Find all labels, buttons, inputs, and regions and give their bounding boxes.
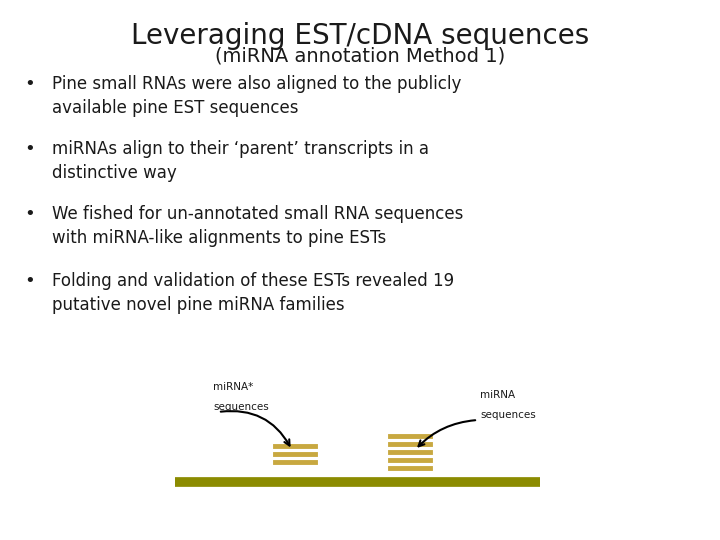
Text: miRNA*: miRNA* [213,382,253,392]
Text: We fished for un-annotated small RNA sequences
with miRNA-like alignments to pin: We fished for un-annotated small RNA seq… [52,205,464,247]
Text: (miRNA annotation Method 1): (miRNA annotation Method 1) [215,47,505,66]
Text: miRNA: miRNA [480,390,515,400]
Text: •: • [24,75,35,93]
Text: •: • [24,272,35,290]
Text: •: • [24,140,35,158]
Text: sequences: sequences [480,410,536,420]
Text: Pine small RNAs were also aligned to the publicly
available pine EST sequences: Pine small RNAs were also aligned to the… [52,75,462,117]
Text: •: • [24,205,35,223]
Text: sequences: sequences [213,402,269,412]
Text: miRNAs align to their ‘parent’ transcripts in a
distinctive way: miRNAs align to their ‘parent’ transcrip… [52,140,429,183]
Text: Folding and validation of these ESTs revealed 19
putative novel pine miRNA famil: Folding and validation of these ESTs rev… [52,272,454,314]
Text: Leveraging EST/cDNA sequences: Leveraging EST/cDNA sequences [131,22,589,50]
